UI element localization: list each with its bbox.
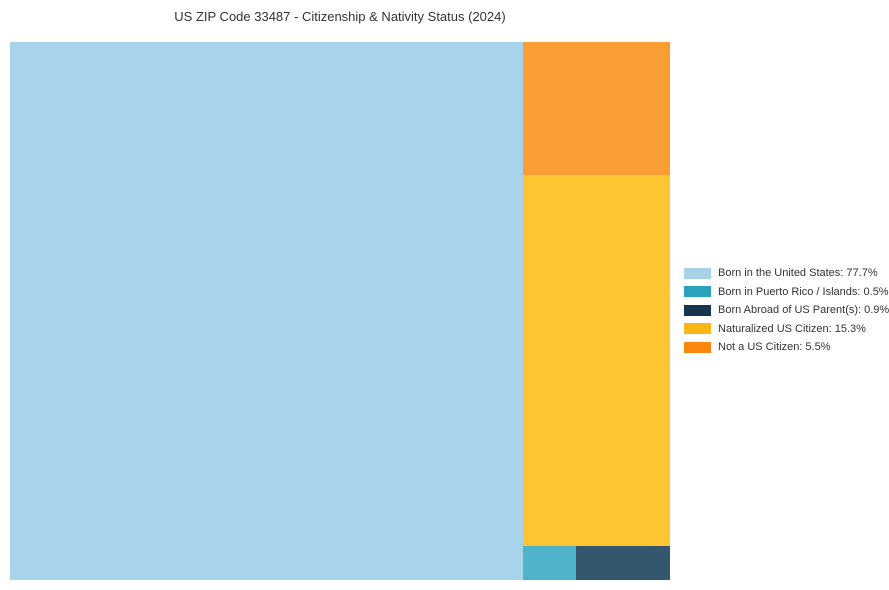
legend-item-not-a-us-citizen[interactable]: Not a US Citizen: 5.5% — [684, 338, 889, 357]
treemap-block-born-abroad-of-us-parents[interactable] — [575, 546, 670, 580]
legend-swatch-naturalized-us-citizen — [684, 323, 711, 335]
treemap-plot — [10, 42, 670, 580]
legend-swatch-not-a-us-citizen — [684, 341, 711, 353]
treemap-block-naturalized-us-citizen[interactable] — [523, 175, 670, 547]
legend-swatch-born-in-puerto-rico-islands — [684, 286, 711, 298]
legend-label: Not a US Citizen: 5.5% — [718, 341, 831, 354]
legend-swatch-born-in-united-states — [684, 267, 711, 279]
legend-label: Born in Puerto Rico / Islands: 0.5% — [718, 285, 889, 298]
legend-label: Born Abroad of US Parent(s): 0.9% — [718, 304, 889, 317]
treemap-block-born-in-puerto-rico-islands[interactable] — [523, 546, 576, 580]
treemap-block-born-in-united-states[interactable] — [10, 42, 524, 580]
legend-item-born-abroad-of-us-parents[interactable]: Born Abroad of US Parent(s): 0.9% — [684, 301, 889, 320]
legend-item-born-in-united-states[interactable]: Born in the United States: 77.7% — [684, 264, 889, 283]
chart-title: US ZIP Code 33487 - Citizenship & Nativi… — [174, 9, 506, 24]
treemap-block-not-a-us-citizen[interactable] — [523, 42, 670, 176]
legend-item-born-in-puerto-rico-islands[interactable]: Born in Puerto Rico / Islands: 0.5% — [684, 283, 889, 302]
legend: Born in the United States: 77.7% Born in… — [684, 264, 889, 357]
legend-item-naturalized-us-citizen[interactable]: Naturalized US Citizen: 15.3% — [684, 320, 889, 339]
legend-label: Naturalized US Citizen: 15.3% — [718, 322, 866, 335]
legend-swatch-born-abroad-of-us-parents — [684, 304, 711, 316]
legend-label: Born in the United States: 77.7% — [718, 267, 878, 280]
